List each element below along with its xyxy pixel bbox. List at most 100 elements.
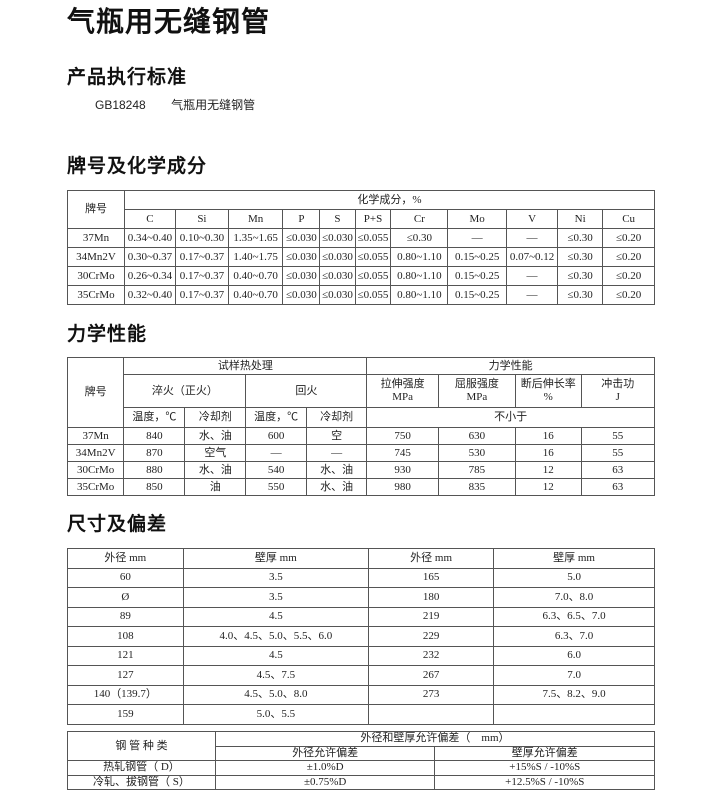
table-cell: ≤0.20 bbox=[602, 266, 655, 286]
size-table: 外径 mm 壁厚 mm 外径 mm 壁厚 mm 60 3.5 165 5.0 Ø 3.5 180 7.… bbox=[67, 548, 655, 725]
table-cell: 37Mn bbox=[66, 427, 125, 445]
table-cell: 0.30~0.37 bbox=[123, 247, 177, 267]
od-tolerance-header: 外径允许偏差 bbox=[214, 745, 436, 761]
table-cell: 34Mn2V bbox=[67, 247, 125, 267]
table-cell: 7.0 bbox=[493, 665, 655, 686]
standard-line: GB18248 气瓶用无缝钢管 bbox=[95, 96, 277, 113]
table-cell: 1.40~1.75 bbox=[227, 247, 284, 267]
table-cell: 219 bbox=[368, 606, 495, 627]
table-cell: ≤0.30 bbox=[557, 228, 604, 248]
table-cell: — bbox=[305, 444, 368, 462]
table-cell: 1.35~1.65 bbox=[227, 228, 284, 248]
table-cell: 229 bbox=[368, 626, 495, 647]
table-cell: 30CrMo bbox=[66, 461, 125, 479]
table-cell: 0.40~0.70 bbox=[227, 266, 284, 286]
table-cell: — bbox=[506, 285, 559, 305]
element-header: Cr bbox=[390, 209, 449, 229]
table-cell: 水、油 bbox=[184, 461, 247, 479]
tolerance-table: 钢 管 种 类 外径和壁厚允许偏差（ mm） 外径允许偏差 壁厚允许偏差 热轧钢… bbox=[67, 731, 656, 790]
tensile-header: 拉伸强度 MPa bbox=[366, 374, 439, 408]
table-row: 140（139.7） 4.5、5.0、8.0 273 7.5、8.2、9.0 bbox=[67, 684, 655, 705]
table-cell: 35CrMo bbox=[67, 285, 125, 305]
table-cell: 180 bbox=[368, 587, 495, 608]
table-cell: 3.5 bbox=[182, 567, 370, 588]
element-header: Ni bbox=[557, 209, 604, 229]
table-cell: 0.32~0.40 bbox=[123, 285, 177, 305]
column-header: 外径 mm bbox=[67, 548, 184, 569]
table-row: 热轧钢管（ D） ±1.0%D +15%S / -10%S bbox=[67, 760, 655, 776]
table-cell: ≤0.30 bbox=[557, 285, 604, 305]
table-cell: 7.0、8.0 bbox=[493, 587, 655, 608]
table-row: 108 4.0、4.5、5.0、5.5、6.0 229 6.3、7.0 bbox=[67, 626, 655, 647]
table-cell: 550 bbox=[245, 478, 307, 496]
table-cell: 273 bbox=[368, 684, 495, 705]
table-cell: 785 bbox=[437, 461, 516, 479]
table-cell: 850 bbox=[123, 478, 186, 496]
table-cell: 3.5 bbox=[182, 587, 370, 608]
wall-tolerance-header: 壁厚允许偏差 bbox=[434, 745, 655, 761]
section-heading-standard: 产品执行标准 bbox=[67, 67, 188, 88]
element-header: C bbox=[123, 209, 177, 229]
table-cell: 6.3、6.5、7.0 bbox=[493, 606, 655, 627]
table-cell: ≤0.20 bbox=[602, 285, 655, 305]
page-title: 气瓶用无缝钢管 bbox=[67, 7, 271, 38]
standard-code: GB18248 bbox=[95, 98, 146, 112]
grade-header: 牌号 bbox=[66, 357, 125, 428]
tolerance-group-header: 外径和壁厚允许偏差（ mm） bbox=[214, 731, 656, 747]
table-cell: 4.5、5.0、8.0 bbox=[182, 684, 370, 705]
table-cell: +12.5%S / -10%S bbox=[434, 774, 655, 790]
table-row: 37Mn 0.34~0.40 0.10~0.30 1.35~1.65 ≤0.030 ≤0.… bbox=[67, 228, 655, 248]
table-cell: 0.10~0.30 bbox=[175, 228, 229, 248]
table-cell: 油 bbox=[184, 478, 247, 496]
table-cell: ≤0.055 bbox=[354, 266, 392, 286]
element-header: Si bbox=[175, 209, 229, 229]
table-cell: 89 bbox=[67, 606, 184, 627]
table-cell: ±1.0%D bbox=[214, 760, 436, 776]
element-header: Mn bbox=[227, 209, 284, 229]
table-cell: 63 bbox=[580, 461, 656, 479]
table-cell: 4.5、7.5 bbox=[182, 665, 370, 686]
table-cell: 16 bbox=[514, 427, 582, 445]
table-row: 34Mn2V 870 空气 — —745 530 16 55 bbox=[66, 444, 656, 462]
element-header: V bbox=[506, 209, 559, 229]
table-cell: 127 bbox=[67, 665, 184, 686]
table-cell: 34Mn2V bbox=[66, 444, 125, 462]
table-row: 121 4.5 232 6.0 bbox=[67, 645, 655, 666]
table-cell: ≤0.030 bbox=[282, 228, 321, 248]
table-cell: 5.0、5.5 bbox=[182, 704, 370, 725]
impact-header: 冲击功 J bbox=[580, 374, 656, 408]
table-cell: ≤0.30 bbox=[557, 247, 604, 267]
table-cell: 840 bbox=[123, 427, 186, 445]
table-cell: 630 bbox=[437, 427, 516, 445]
table-cell: 4.5 bbox=[182, 645, 370, 666]
quench-coolant-header: 冷却剂 bbox=[184, 407, 247, 428]
table-cell: 835 bbox=[437, 478, 516, 496]
table-cell: ≤0.30 bbox=[557, 266, 604, 286]
table-cell: 空气 bbox=[184, 444, 247, 462]
table-cell: 0.15~0.25 bbox=[447, 285, 508, 305]
chemical-composition-table: 牌号 化学成分，% C Si Mn P S P+S Cr Mo V Ni Cu 37Mn 0.34~0… bbox=[67, 190, 656, 305]
table-cell: 108 bbox=[67, 626, 184, 647]
table-cell: 0.17~0.37 bbox=[175, 285, 229, 305]
table-cell: 5.0 bbox=[493, 567, 655, 588]
table-cell: ≤0.030 bbox=[319, 247, 356, 267]
table-cell: — bbox=[245, 444, 307, 462]
table-cell: 0.26~0.34 bbox=[123, 266, 177, 286]
table-cell: 0.15~0.25 bbox=[447, 247, 508, 267]
table-cell: 63 bbox=[580, 478, 656, 496]
table-cell: 35CrMo bbox=[66, 478, 125, 496]
table-cell: ≤0.030 bbox=[319, 285, 356, 305]
temper-header: 回火 bbox=[245, 374, 368, 408]
temper-temp-header: 温度，℃ bbox=[245, 407, 307, 428]
table-cell: 4.5 bbox=[182, 606, 370, 627]
table-cell: Ø bbox=[67, 587, 184, 608]
table-row: 34Mn2V 0.30~0.37 0.17~0.37 1.40~1.75 ≤0.030 ≤… bbox=[67, 247, 655, 267]
table-cell: 水、油 bbox=[305, 478, 368, 496]
table-cell: ≤0.030 bbox=[319, 266, 356, 286]
table-cell: ≤0.030 bbox=[282, 285, 321, 305]
quench-temp-header: 温度，℃ bbox=[123, 407, 186, 428]
column-header: 外径 mm bbox=[368, 548, 495, 569]
table-row: 35CrMo 0.32~0.40 0.17~0.37 0.40~0.70 ≤0.030 ≤… bbox=[67, 285, 655, 305]
heat-treatment-header: 试样热处理 bbox=[123, 357, 368, 375]
section-heading-mechanical: 力学性能 bbox=[67, 324, 148, 345]
